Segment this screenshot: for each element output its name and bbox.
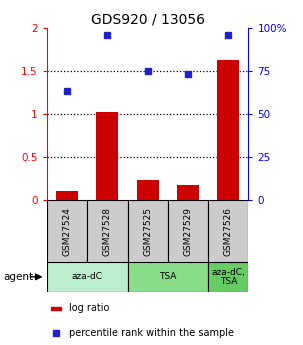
- Bar: [51, 307, 61, 310]
- Bar: [208, 200, 248, 262]
- Bar: [137, 180, 159, 200]
- Text: GSM27526: GSM27526: [224, 207, 233, 256]
- Text: aza-dC,
TSA: aza-dC, TSA: [211, 267, 245, 286]
- Text: GSM27524: GSM27524: [63, 207, 72, 256]
- Bar: [217, 60, 239, 200]
- Text: log ratio: log ratio: [69, 304, 109, 313]
- Text: GSM27528: GSM27528: [103, 207, 112, 256]
- Bar: [128, 200, 168, 262]
- Bar: [47, 200, 87, 262]
- Bar: [47, 262, 128, 292]
- Text: agent: agent: [3, 272, 33, 282]
- Bar: [208, 262, 248, 292]
- Bar: [56, 190, 78, 200]
- Bar: [128, 262, 208, 292]
- Text: aza-dC: aza-dC: [72, 272, 103, 282]
- Title: GDS920 / 13056: GDS920 / 13056: [91, 12, 205, 27]
- Text: percentile rank within the sample: percentile rank within the sample: [69, 328, 234, 338]
- Bar: [177, 185, 199, 200]
- Text: GSM27529: GSM27529: [184, 207, 192, 256]
- Text: TSA: TSA: [159, 272, 177, 282]
- Text: GSM27525: GSM27525: [143, 207, 152, 256]
- Bar: [87, 200, 128, 262]
- Bar: [168, 200, 208, 262]
- Bar: [96, 112, 118, 200]
